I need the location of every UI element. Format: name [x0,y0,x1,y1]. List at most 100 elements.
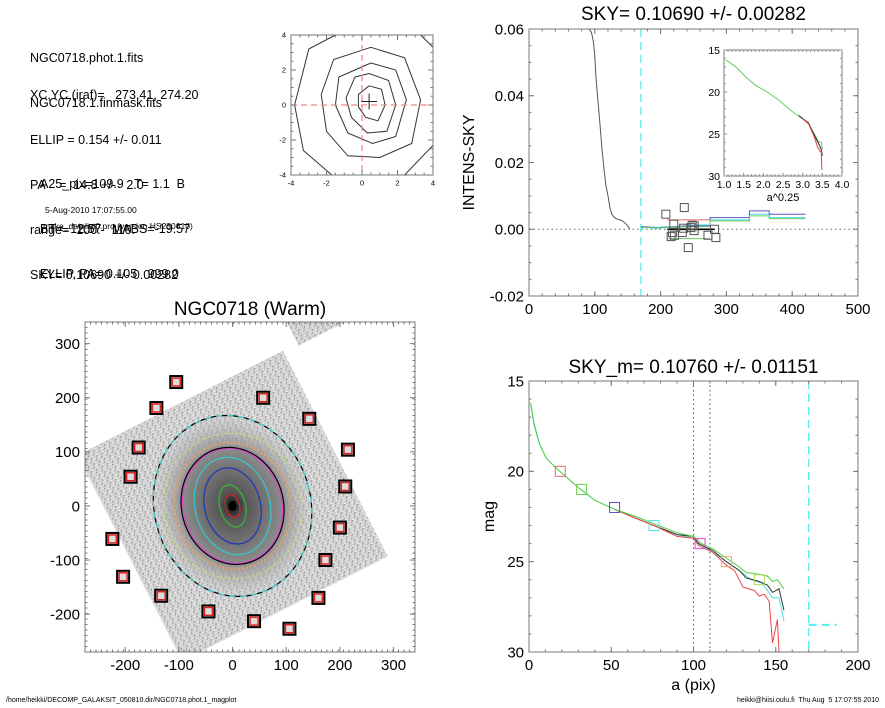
inset-plot: 1.0 1.5 2.0 2.5 3.0 3.5 4.0 15 20 25 30 a^0.25 [708,45,849,204]
param-range: range= 100.- 110. [30,223,136,237]
mag-plot-area [530,381,837,652]
result-a25: A25_pix=109.9 T= 1.1 B [40,177,186,191]
mask-file-name: NGC0718.1.finmask.fits [30,96,162,110]
galaxy-image-plot: NGC0718 (Warm) -200 -100 0 100 200 300 -200 -100… [50,299,416,674]
mag-marker-square [554,465,566,477]
fit-parameters: XC,YC (iraf)= 273.41, 274.20 ELLIP = 0.1… [30,58,199,298]
sky-box-outer [149,401,164,416]
sky-box-outer [169,375,184,390]
isophote-ellipse [224,493,241,519]
sky-box-outer [318,553,333,568]
sky-box-outer [247,614,262,629]
sky-box-inner [258,392,268,403]
sky-box-inner [343,444,353,455]
file-name: NGC0718.phot.1.fits [30,51,144,65]
contour-line [404,144,433,175]
sky-box-inner [284,623,295,634]
inset-x-tick-label: 3.0 [795,179,810,191]
contour-line [420,35,433,48]
sky-box-outer [131,440,146,455]
isophote-ellipse [152,414,313,597]
y-tick-label: -100 [50,552,80,569]
sky-sample-square [687,220,697,230]
result-ellip-pa: ELLIP, PA= 0.105 999.0 [40,267,179,281]
isophote-ellipse [181,447,284,564]
isophote-ellipse [218,484,247,528]
sky-box-inner [133,442,144,453]
sky-profile-plot: SKY= 0.10690 +/- 0.00282 INTENS-SKY 0 100 20… [461,4,871,318]
series-black [614,508,785,611]
galaxy-nucleus [228,500,237,511]
x-tick-label: 100 [274,657,299,674]
y-tick-label: 2 [282,66,286,75]
footer-user-date: heikki@hiisi.oulu.fi Thu Aug 5 17:07:55 … [736,697,879,704]
sky-box-inner [151,403,162,413]
series-green [530,402,785,590]
mag-plot-title: SKY_m= 0.10760 +/- 0.01151 [569,357,819,378]
sky-sample-square [686,223,696,233]
galaxy-image-area [85,322,415,652]
x-tick-label: 100 [681,657,706,674]
y-tick-label: 15 [507,373,524,390]
sky-box-inner [320,555,331,565]
sky-plot-title: SKY= 0.10690 +/- 0.00282 [581,4,806,25]
mag-marker-square [720,556,732,568]
sky-box-inner [156,590,166,601]
sky-box-inner [313,593,324,603]
contour-line [357,85,386,122]
galaxy-plot-title: NGC0718 (Warm) [174,299,326,320]
x-tick-label: 2 [395,179,399,188]
mag-marker-square [753,574,765,586]
sky-box-outer [201,604,216,619]
sky-sample-square [679,223,689,233]
y-tick-label: -200 [50,607,80,624]
sky-box-outer [105,531,120,546]
sky-sample-square [689,221,699,231]
y-tick-label: 0 [282,101,286,110]
sky-sample-square [666,232,676,242]
inset-series-red [802,118,823,171]
x-tick-label: 0 [525,657,533,674]
sky-sample-square [689,226,699,236]
sky-box-outer [282,621,297,636]
sky-box-inner [118,572,128,582]
contour-area [291,35,433,175]
series-cyan [530,404,785,622]
sky-box-outer [123,469,138,484]
param-sky: SKY= 0.10690 +/- 0.00282 [30,268,179,282]
inset-y-tick-label: 15 [708,45,720,57]
x-tick-label: 100 [582,301,607,318]
inset-x-axis-label: a^0.25 [767,192,800,204]
y-tick-label: 0.04 [495,88,524,105]
y-tick-label: 0 [72,498,80,515]
inset-x-tick-label: 2.5 [776,179,791,191]
x-tick-label: -2 [323,179,330,188]
series-red [614,508,780,652]
y-tick-label: 300 [55,336,80,353]
param-pa: PA = 14.8 +/- 2.0 [30,178,144,192]
sky-box-inner [335,522,345,533]
sky-box-outer [338,479,353,494]
isophote-ellipse [193,456,272,556]
inset-x-tick-label: 4.0 [835,179,850,191]
x-tick-label: 400 [780,301,805,318]
inset-series-green [725,59,823,150]
x-tick-label: 200 [327,657,352,674]
x-tick-label: 0 [360,179,364,188]
result-parameters: A25_pix=109.9 T= 1.1 B BT= 12.57 MABS=-1… [40,147,190,297]
mag-marker-square [576,483,588,495]
x-tick-label: 50 [603,657,620,674]
sky-box-outer [340,442,355,457]
footer-path: /home/heikki/DECOMP_GALAKSIT_050810.dir/… [6,697,237,704]
sky-box-outer [302,411,317,426]
sky-sample-square [679,203,689,213]
isophote-ellipse [180,446,285,566]
y-tick-label: 30 [507,644,524,661]
program-version: make_datalist0.pro (version HS230610) [43,221,193,231]
mag-marker-square [648,520,660,532]
contour-line [320,46,422,159]
x-tick-label: 0 [525,301,533,318]
x-tick-label: -100 [164,657,194,674]
y-tick-label: 0.02 [495,155,524,172]
